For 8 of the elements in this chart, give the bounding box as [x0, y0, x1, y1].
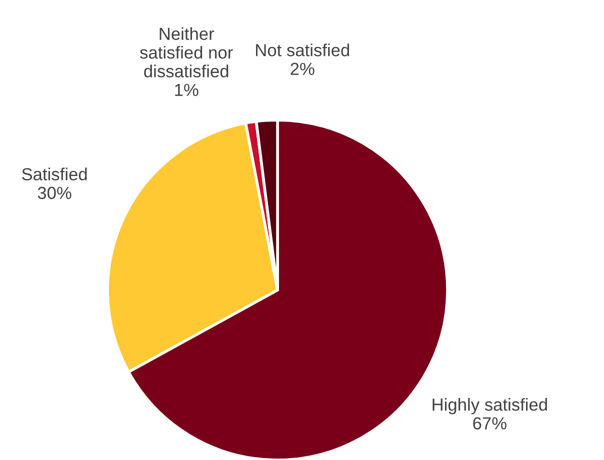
- data-label: 67%: [473, 417, 506, 430]
- slice-label: Neither satisfied nor dissatisfied: [140, 27, 233, 78]
- slice-label: Satisfied: [22, 168, 87, 180]
- data-label: 1%: [175, 84, 198, 96]
- slice-label: Highly satisfied: [432, 398, 547, 414]
- data-label: 2%: [290, 62, 314, 75]
- slice-label: Not satisfied: [256, 44, 350, 56]
- data-label: 30%: [38, 186, 72, 200]
